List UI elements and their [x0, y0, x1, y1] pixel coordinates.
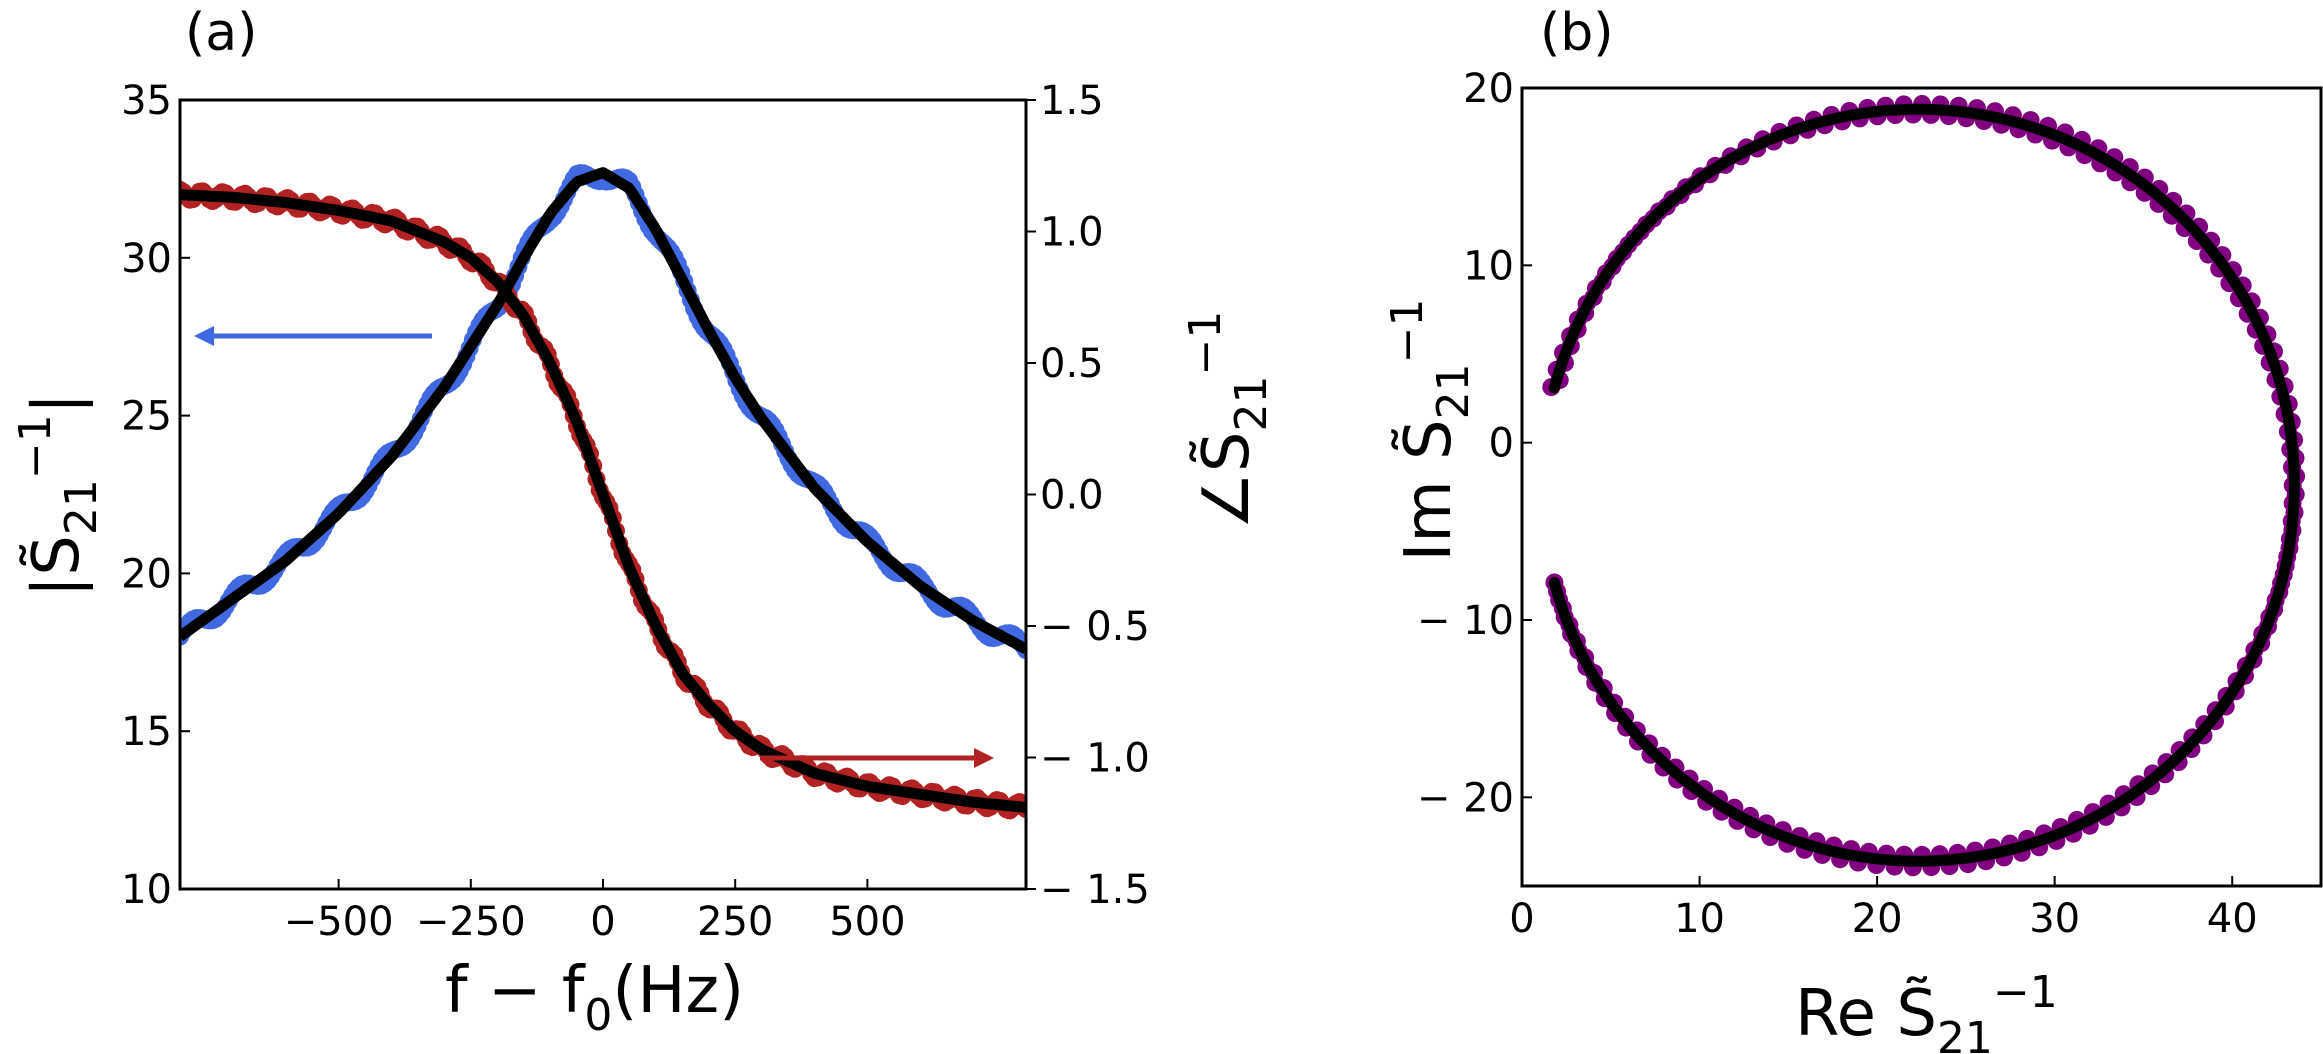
right-y-tick-label: 1.0	[1040, 210, 1104, 256]
circle-fit-arc	[1548, 103, 2300, 867]
panel-a-series	[180, 164, 1026, 820]
left-y-tick-label: 30	[121, 236, 172, 282]
x-tick-label: 30	[2029, 896, 2080, 942]
right-y-tick-label: − 1.5	[1040, 867, 1150, 913]
panel-a-x-label: f − f0(Hz)	[445, 954, 744, 1041]
y-tick-label: − 10	[1417, 598, 1514, 644]
y-tick-label: 20	[1463, 66, 1514, 112]
left-y-tick-label: 35	[121, 78, 172, 124]
panel-a-right-y-label: ∠S̃21−1	[1180, 311, 1277, 530]
left-y-tick-label: 20	[121, 551, 172, 597]
right-y-tick-label: 0.0	[1040, 473, 1104, 519]
right-y-tick-label: 1.5	[1040, 78, 1104, 124]
x-tick-label: 250	[697, 899, 773, 945]
panel-b-x-label: Re S̃21−1	[1795, 967, 2058, 1054]
right-y-tick-label: − 1.0	[1040, 736, 1150, 782]
panel-a-left-y-ticks: 10 15 20 25 30 35	[121, 78, 190, 913]
y-tick-label: 0	[1489, 421, 1514, 467]
magnitude-data-points	[180, 164, 1026, 660]
svg-text:Im S̃21−1: Im S̃21−1	[1382, 298, 1479, 561]
x-tick-label: −250	[416, 899, 526, 945]
y-tick-label: 10	[1463, 243, 1514, 289]
panel-a-x-ticks: −500 −250 0 250 500	[284, 879, 906, 945]
panel-b: (b) 0 10 20 30 40 − 20 − 10 0 10 20 Re S̃21−1 Im…	[1382, 3, 2323, 1054]
right-y-tick-label: 0.5	[1040, 341, 1104, 387]
panel-b-tag: (b)	[1540, 3, 1614, 63]
right-y-tick-label: − 0.5	[1040, 604, 1150, 650]
left-y-tick-label: 15	[121, 709, 172, 755]
svg-text:|S̃21−1|: |S̃21−1|	[10, 393, 107, 598]
phase-fit-line	[180, 189, 1026, 813]
x-tick-label: 500	[829, 899, 905, 945]
x-tick-label: 10	[1674, 896, 1725, 942]
panel-b-x-ticks: 0 10 20 30 40	[1509, 876, 2258, 942]
x-tick-label: 0	[590, 899, 615, 945]
panel-a-tag: (a)	[185, 3, 257, 63]
magnitude-fit-line	[180, 167, 1026, 654]
x-tick-label: −500	[284, 899, 394, 945]
left-y-tick-label: 10	[121, 867, 172, 913]
left-y-tick-label: 25	[121, 394, 172, 440]
panel-b-y-ticks: − 20 − 10 0 10 20	[1417, 66, 1532, 821]
panel-b-y-label: Im S̃21−1	[1382, 298, 1479, 561]
panel-b-series	[1542, 95, 2306, 877]
x-tick-label: 40	[2207, 896, 2258, 942]
panel-a-right-y-ticks: − 1.5 − 1.0 − 0.5 0.0 0.5 1.0 1.5	[1026, 78, 1150, 913]
svg-text:∠S̃21−1: ∠S̃21−1	[1180, 311, 1277, 530]
x-tick-label: 0	[1509, 896, 1534, 942]
y-tick-label: − 20	[1417, 775, 1514, 821]
panel-b-frame	[1520, 86, 2323, 888]
x-tick-label: 20	[1852, 896, 1903, 942]
panel-a-left-y-label: |S̃21−1|	[10, 393, 107, 598]
